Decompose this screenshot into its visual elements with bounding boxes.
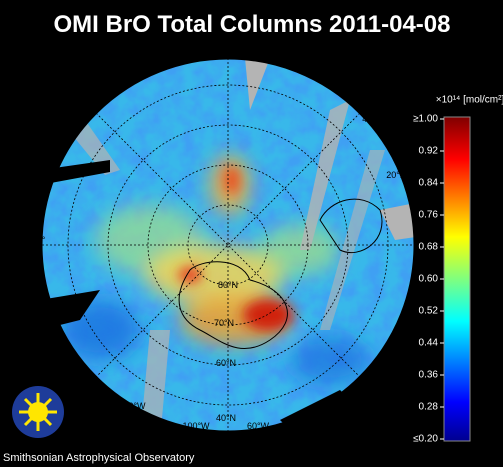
map-disc (42, 59, 414, 431)
map-label: 60°W (247, 421, 270, 431)
colorbar-tick-label: ≥1.00 (413, 114, 438, 125)
map-label: 100°W (182, 421, 210, 431)
map-label: 60°E (310, 68, 330, 78)
footer: Smithsonian Astrophysical Observatory (3, 452, 195, 464)
colorbar-tick-label: 0.44 (419, 338, 439, 349)
map-label: 120°E (76, 69, 101, 79)
map-label: 40°E (362, 114, 382, 124)
map-label: 180° (27, 235, 46, 245)
map-label: 80°N (218, 280, 238, 290)
colorbar-unit: ×10¹⁴ [mol/cm²] (436, 95, 503, 106)
colorbar-tick-label: 0.76 (419, 210, 439, 221)
map-label: 80°E (248, 45, 268, 55)
map-labels: 100°E 80°E 120°E 60°E 40°E 20°E 0° 180° 80°N 70°N… (27, 44, 423, 431)
map-border (41, 58, 415, 432)
logo (12, 386, 64, 438)
colorbar-tick-label: 0.92 (419, 146, 439, 157)
colorbar (443, 116, 471, 442)
map-label: 120°W (118, 401, 146, 411)
map-label: 20°E (386, 170, 406, 180)
colorbar-tick-label: 0.36 (419, 370, 439, 381)
title: OMI BrO Total Columns 2011-04-08 (54, 11, 451, 38)
map-label: 100°E (98, 44, 123, 54)
colorbar-tick-label: 0.60 (419, 274, 439, 285)
map-label: 60°N (216, 358, 236, 368)
map-label: 0° (414, 234, 423, 244)
colorbar-tick-label: 0.84 (419, 178, 439, 189)
colorbar-tick-label: 0.28 (419, 402, 439, 413)
colorbar-tick-label: 0.52 (419, 306, 439, 317)
colorbar-tick-label: ≤0.20 (413, 434, 438, 445)
map-label: 70°N (214, 318, 234, 328)
colorbar-ticks: ≥1.00 0.92 0.84 0.76 0.68 0.60 0.52 0.44 0.36 0.2… (413, 114, 444, 445)
map-label: 40°N (216, 413, 236, 423)
colorbar-tick-label: 0.68 (419, 242, 439, 253)
